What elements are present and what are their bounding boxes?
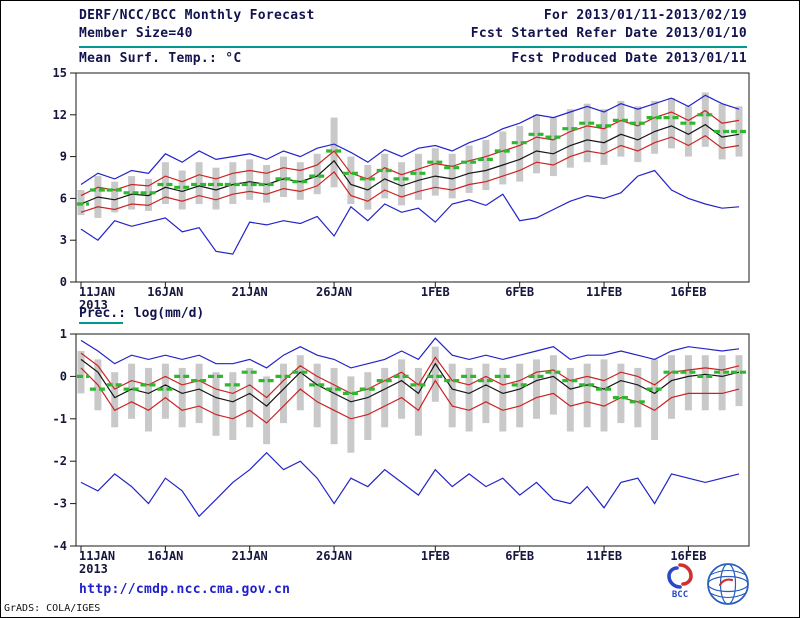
svg-text:11JAN: 11JAN: [79, 549, 115, 563]
bcc-logo-label: BCC: [672, 590, 688, 599]
svg-text:1: 1: [60, 327, 67, 341]
forecast-range: For 2013/01/11-2013/02/19: [543, 8, 747, 23]
svg-text:0: 0: [60, 369, 67, 383]
svg-text:3: 3: [60, 233, 67, 247]
svg-text:16JAN: 16JAN: [147, 285, 183, 299]
svg-text:21JAN: 21JAN: [232, 285, 268, 299]
header-row-1: DERF/NCC/BCC Monthly Forecast For 2013/0…: [79, 8, 747, 23]
header-row-2: Member Size=40 Fcst Started Refer Date 2…: [79, 26, 747, 41]
svg-text:2013: 2013: [79, 562, 108, 576]
svg-text:0: 0: [60, 275, 67, 289]
svg-text:1FEB: 1FEB: [421, 285, 450, 299]
svg-text:26JAN: 26JAN: [316, 285, 352, 299]
svg-text:15: 15: [53, 66, 67, 80]
page-title: DERF/NCC/BCC Monthly Forecast: [79, 8, 315, 23]
logo-area: BCC: [663, 561, 751, 607]
bcc-logo: BCC: [667, 563, 693, 599]
svg-text:26JAN: 26JAN: [316, 549, 352, 563]
svg-text:6: 6: [60, 191, 67, 205]
prec-chart-title: Prec.: log(mm/d): [79, 306, 205, 321]
svg-text:11JAN: 11JAN: [79, 285, 115, 299]
svg-text:9: 9: [60, 150, 67, 164]
fcst-started-date: Fcst Started Refer Date 2013/01/10: [470, 26, 747, 41]
svg-text:16FEB: 16FEB: [670, 285, 706, 299]
svg-text:-4: -4: [53, 539, 67, 553]
member-size-label: Member Size=40: [79, 26, 193, 41]
source-url-link[interactable]: http://cmdp.ncc.cma.gov.cn: [79, 582, 291, 597]
svg-text:12: 12: [53, 108, 67, 122]
cma-globe-logo: [707, 563, 749, 605]
svg-text:16FEB: 16FEB: [670, 549, 706, 563]
svg-text:21JAN: 21JAN: [232, 549, 268, 563]
svg-text:11FEB: 11FEB: [586, 285, 622, 299]
temp-chart-title: Mean Surf. Temp.: °C: [79, 51, 242, 66]
prec-title-underline: [79, 322, 123, 324]
svg-text:11FEB: 11FEB: [586, 549, 622, 563]
svg-text:1FEB: 1FEB: [421, 549, 450, 563]
svg-text:6FEB: 6FEB: [505, 285, 534, 299]
svg-text:-2: -2: [53, 454, 67, 468]
grads-credit: GrADS: COLA/IGES: [4, 603, 101, 614]
fcst-produced-date: Fcst Produced Date 2013/01/11: [511, 51, 747, 66]
svg-text:-1: -1: [53, 412, 67, 426]
svg-text:2013: 2013: [79, 298, 108, 312]
header-divider: [79, 46, 747, 48]
header-row-3: Mean Surf. Temp.: °C Fcst Produced Date …: [79, 51, 747, 66]
svg-text:6FEB: 6FEB: [505, 549, 534, 563]
svg-text:16JAN: 16JAN: [147, 549, 183, 563]
svg-text:-3: -3: [53, 497, 67, 511]
